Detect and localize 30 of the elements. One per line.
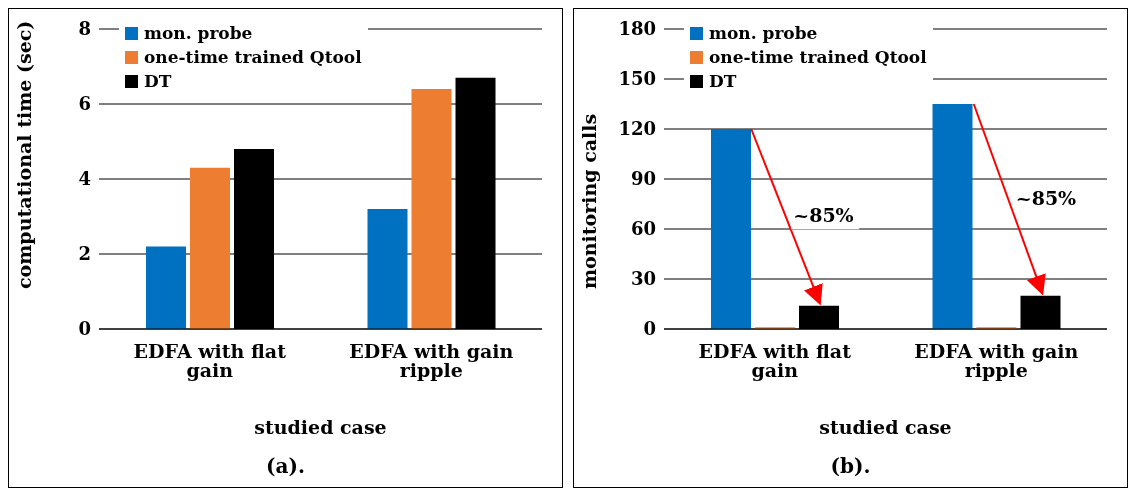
legend-label: mon. probe xyxy=(709,22,818,45)
legend-label: DT xyxy=(709,70,737,93)
y-tick-label: 90 xyxy=(630,168,656,190)
x-axis-title: studied case xyxy=(254,416,387,438)
y-tick-label: 30 xyxy=(630,268,656,290)
x-tick-label: EDFA with flat gain xyxy=(698,340,852,382)
legend-label: one-time trained Qtool xyxy=(144,46,362,69)
y-tick-label: 8 xyxy=(78,18,91,40)
legend-label: one-time trained Qtool xyxy=(709,46,927,69)
y-tick-label: 0 xyxy=(643,318,656,340)
legend-label: mon. probe xyxy=(144,22,253,45)
y-tick-label: 60 xyxy=(630,218,656,240)
y-axis-title: monitoring calls xyxy=(577,113,600,289)
annotation: ~85% xyxy=(793,204,854,227)
y-axis-title: computational time (sec) xyxy=(12,20,35,289)
y-tick-label: 2 xyxy=(78,243,91,265)
y-tick-label: 120 xyxy=(618,118,656,140)
legend-label: DT xyxy=(144,70,172,93)
x-tick-label: EDFA with flat gain xyxy=(133,340,287,382)
y-tick-label: 150 xyxy=(618,68,656,90)
x-axis-title: studied case xyxy=(819,416,952,438)
text: (a). xyxy=(265,454,306,478)
x-tick-label: EDFA with gain ripple xyxy=(349,340,514,382)
y-tick-label: 180 xyxy=(618,18,656,40)
x-tick-label: EDFA with gain ripple xyxy=(914,340,1079,382)
y-tick-label: 4 xyxy=(78,168,91,190)
y-tick-label: 0 xyxy=(78,318,91,340)
text: (b). xyxy=(829,454,872,478)
y-tick-label: 6 xyxy=(78,93,91,115)
annotation: ~85% xyxy=(1015,186,1077,209)
